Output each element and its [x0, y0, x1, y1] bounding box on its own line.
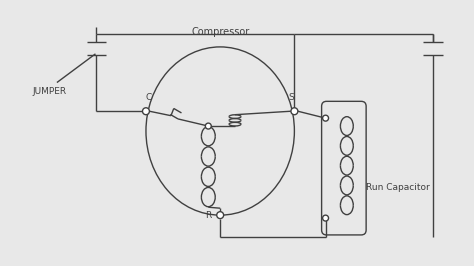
Circle shape — [323, 215, 328, 221]
Text: S: S — [289, 93, 294, 102]
Circle shape — [323, 115, 328, 121]
Circle shape — [291, 108, 298, 115]
Text: C: C — [146, 93, 152, 102]
Circle shape — [217, 212, 224, 219]
Circle shape — [143, 108, 149, 115]
Text: Run Capacitor: Run Capacitor — [366, 184, 430, 192]
Circle shape — [205, 123, 211, 129]
Text: R: R — [205, 211, 211, 220]
Text: JUMPER: JUMPER — [32, 88, 66, 97]
Text: Compressor: Compressor — [191, 27, 249, 37]
